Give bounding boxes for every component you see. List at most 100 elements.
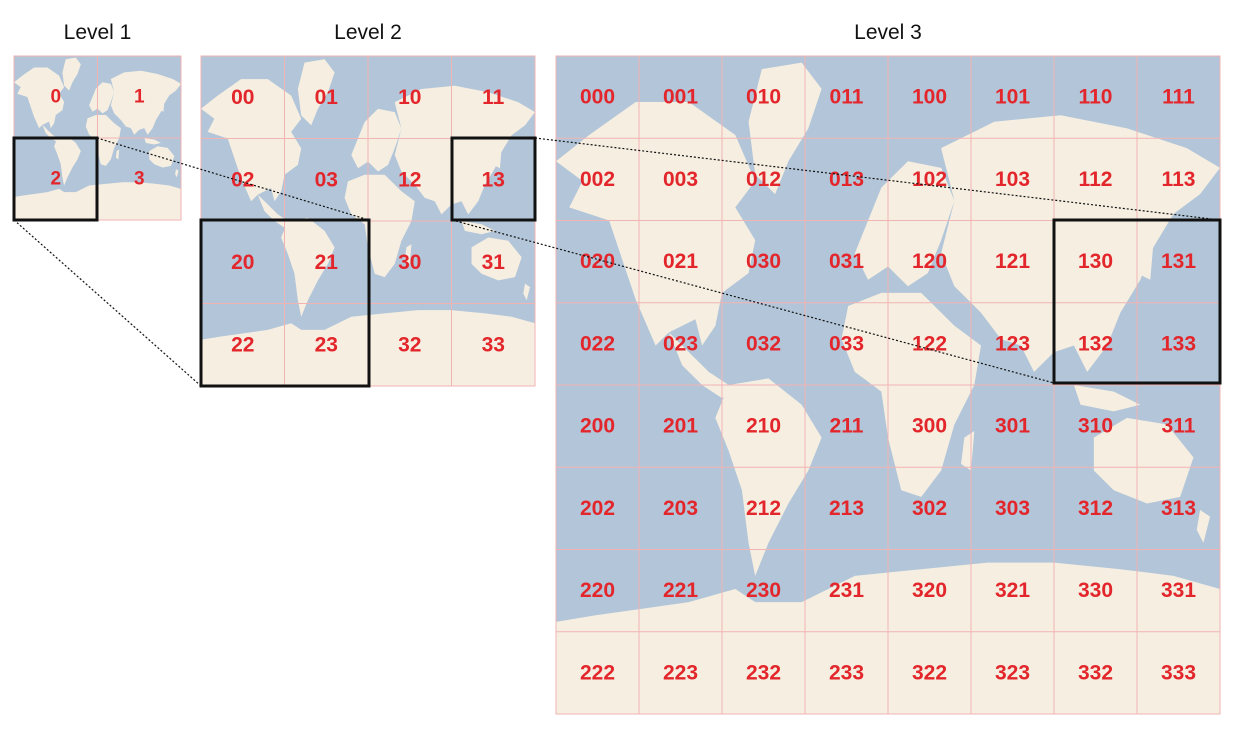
tile-label-232: 232 [746, 661, 781, 684]
tile-label-233: 233 [829, 661, 864, 684]
tile-label-230: 230 [746, 579, 781, 602]
zoom-line-l2-top [534, 137, 1221, 221]
tile-label-102: 102 [912, 168, 947, 191]
tile-label-030: 030 [746, 250, 781, 273]
tile-label-111: 111 [1162, 86, 1195, 109]
level-1-highlight-tile-2 [12, 136, 99, 222]
tile-label-103: 103 [995, 168, 1030, 191]
tile-label-0: 0 [50, 87, 61, 108]
tile-label-110: 110 [1079, 86, 1113, 109]
tile-label-121: 121 [995, 250, 1030, 273]
tile-label-322: 322 [912, 661, 947, 684]
tile-label-033: 033 [829, 332, 864, 355]
tile-label-33: 33 [482, 333, 505, 356]
tile-label-201: 201 [663, 415, 698, 438]
tile-label-212: 212 [746, 497, 781, 520]
tile-label-321: 321 [995, 579, 1030, 602]
tile-label-13: 13 [482, 168, 505, 191]
level-2-labels: 00 01 10 11 02 03 12 13 20 21 30 31 22 23 32 33 [231, 86, 505, 357]
tile-label-113: 113 [1162, 168, 1196, 191]
tile-label-010: 010 [746, 86, 781, 109]
tile-label-112: 112 [1079, 168, 1113, 191]
tile-label-200: 200 [580, 415, 615, 438]
tile-label-123: 123 [995, 332, 1030, 355]
tile-label-101: 101 [995, 86, 1030, 109]
tile-label-001: 001 [663, 86, 698, 109]
tile-label-12: 12 [398, 168, 421, 191]
tile-label-221: 221 [663, 579, 698, 602]
level-2-highlight-tiles-2x [199, 218, 371, 388]
tile-label-333: 333 [1161, 661, 1196, 684]
tile-label-02: 02 [231, 168, 254, 191]
tile-label-302: 302 [912, 497, 947, 520]
tile-label-023: 023 [663, 332, 698, 355]
tile-label-031: 031 [829, 250, 864, 273]
tile-label-320: 320 [912, 579, 947, 602]
level-1-labels: 0 1 2 3 [50, 87, 145, 190]
tile-label-330: 330 [1078, 579, 1113, 602]
zoom-line-l1-bottom [13, 219, 202, 387]
tile-label-132: 132 [1078, 332, 1113, 355]
tile-label-000: 000 [580, 86, 615, 109]
level-1-title: Level 1 [64, 21, 132, 44]
tile-label-210: 210 [746, 415, 781, 438]
tile-label-002: 002 [580, 168, 615, 191]
tile-label-100: 100 [912, 86, 947, 109]
tile-label-122: 122 [912, 332, 947, 355]
level-2-highlight-tile-13 [450, 136, 537, 222]
tile-label-311: 311 [1162, 415, 1196, 438]
tile-label-310: 310 [1078, 415, 1113, 438]
tile-label-313: 313 [1161, 497, 1196, 520]
zoom-line-l1-top [96, 137, 370, 221]
tile-label-331: 331 [1161, 579, 1196, 602]
tile-label-213: 213 [829, 497, 864, 520]
tile-label-032: 032 [746, 332, 781, 355]
tile-label-1: 1 [134, 87, 145, 108]
level-3-panel: Level 3 000 001 010 011 100 101 110 111 002 003 01… [555, 21, 1221, 715]
tile-label-303: 303 [995, 497, 1030, 520]
tile-label-11: 11 [482, 86, 505, 109]
tile-label-23: 23 [315, 333, 338, 356]
tile-label-20: 20 [231, 251, 254, 274]
tile-label-131: 131 [1161, 250, 1196, 273]
tile-label-133: 133 [1161, 332, 1196, 355]
tile-label-01: 01 [315, 86, 339, 109]
tile-label-21: 21 [315, 251, 339, 274]
tile-label-012: 012 [746, 168, 781, 191]
tile-label-10: 10 [398, 86, 421, 109]
tile-label-013: 013 [829, 168, 864, 191]
tile-label-130: 130 [1078, 250, 1113, 273]
highlight-boxes [12, 136, 1222, 388]
tile-label-222: 222 [580, 661, 615, 684]
tile-label-30: 30 [398, 251, 421, 274]
tile-label-203: 203 [663, 497, 698, 520]
tile-label-231: 231 [829, 579, 864, 602]
tile-label-00: 00 [231, 86, 254, 109]
tile-label-020: 020 [580, 250, 615, 273]
tile-label-011: 011 [830, 86, 864, 109]
tile-label-31: 31 [482, 251, 506, 274]
tile-label-312: 312 [1078, 497, 1113, 520]
tile-label-021: 021 [663, 250, 698, 273]
tile-label-300: 300 [912, 415, 947, 438]
tile-label-3: 3 [134, 169, 145, 190]
tile-label-223: 223 [663, 661, 698, 684]
tile-label-2: 2 [50, 169, 61, 190]
tile-label-211: 211 [830, 415, 864, 438]
tile-label-220: 220 [580, 579, 615, 602]
tile-label-120: 120 [912, 250, 947, 273]
tile-label-003: 003 [663, 168, 698, 191]
level-3-title: Level 3 [854, 21, 922, 44]
tile-label-202: 202 [580, 497, 615, 520]
tile-label-332: 332 [1078, 661, 1113, 684]
tile-label-32: 32 [398, 333, 421, 356]
tile-label-301: 301 [995, 415, 1030, 438]
level-3-labels: 000 001 010 011 100 101 110 111 002 003 012 013 102 1… [580, 86, 1196, 685]
level-3-highlight-tiles-13x [1052, 218, 1222, 385]
zoom-connectors [13, 137, 1221, 387]
tile-label-323: 323 [995, 661, 1030, 684]
tile-label-22: 22 [231, 333, 254, 356]
tile-label-022: 022 [580, 332, 615, 355]
tile-label-03: 03 [315, 168, 338, 191]
